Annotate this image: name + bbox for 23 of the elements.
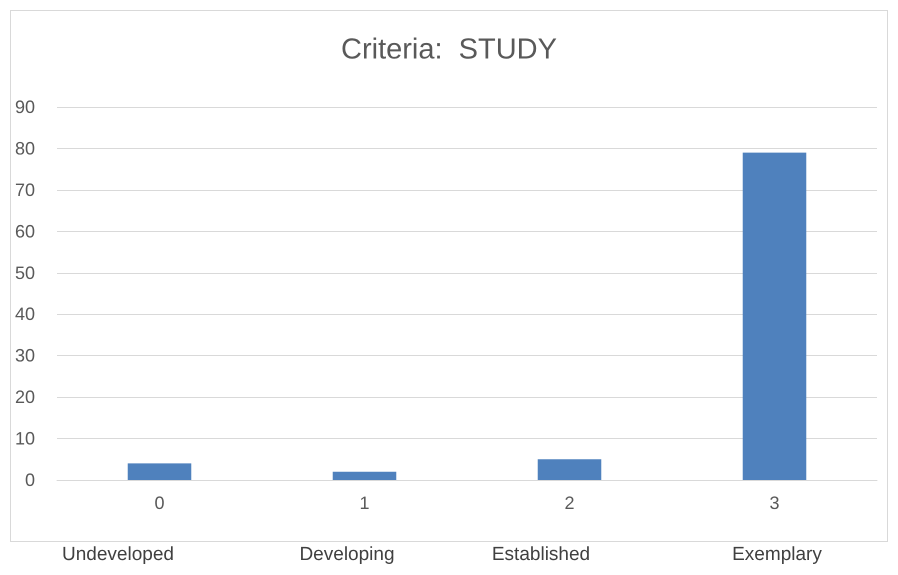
y-tick-label: 70: [14, 180, 35, 200]
text: Exemplary: [732, 544, 822, 566]
y-tick-label: 30: [14, 346, 35, 366]
bar: [128, 463, 192, 480]
y-tick-label: 10: [14, 428, 35, 449]
bar: [742, 152, 806, 480]
chart-title: Criteria: STUDY: [341, 34, 557, 66]
y-tick-label: 60: [14, 221, 35, 242]
text: Established: [492, 544, 590, 566]
y-tick-label: 0: [24, 470, 35, 490]
x-tick-label: 2: [564, 493, 575, 513]
y-tick-label: 40: [14, 304, 35, 324]
x-tick-label: 1: [359, 493, 370, 513]
text: Undeveloped: [62, 544, 174, 566]
bar: [332, 472, 396, 480]
y-tick-label: 50: [14, 262, 35, 283]
x-tick-label: 0: [154, 493, 165, 513]
bar: [538, 459, 602, 480]
y-tick-label: 80: [14, 138, 35, 158]
text: Developing: [299, 544, 395, 566]
y-tick-label: 90: [14, 97, 35, 117]
x-tick-label: 3: [769, 493, 780, 513]
y-tick-label: 20: [14, 387, 35, 408]
